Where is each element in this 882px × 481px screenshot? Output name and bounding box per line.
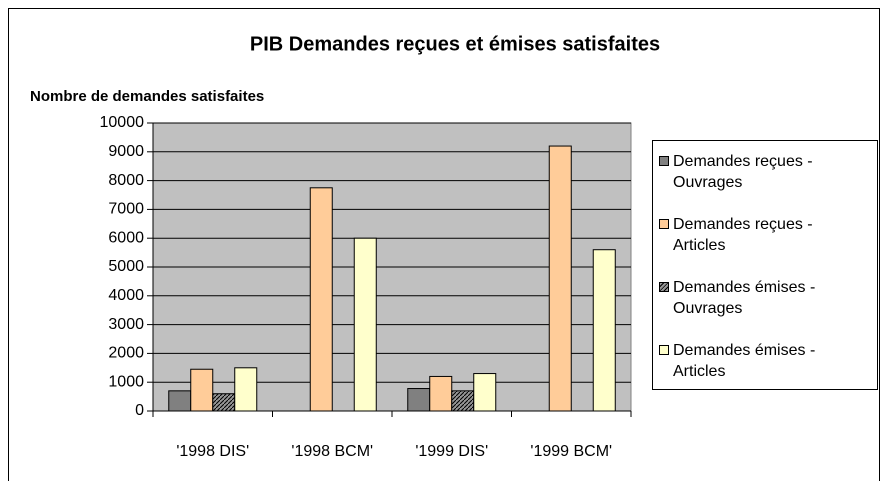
bar	[309, 187, 333, 412]
legend-entry: Demandes reçues - Ouvrages	[659, 151, 859, 193]
x-tick-label: '1999 BCM'	[530, 443, 612, 460]
y-tick-label: 1000	[108, 373, 144, 390]
legend-swatch	[659, 345, 669, 355]
x-tick-label: '1999 DIS'	[415, 443, 488, 460]
legend-label: Demandes reçues - Articles	[673, 216, 813, 254]
bar	[548, 145, 572, 412]
y-tick-label: 10000	[100, 114, 145, 131]
y-tick-label: 9000	[108, 143, 144, 160]
y-tick-label: 4000	[108, 287, 144, 304]
bar	[353, 237, 377, 412]
bar	[473, 373, 497, 412]
chart-title: PIB Demandes reçues et émises satisfaite…	[250, 33, 660, 55]
bar	[407, 388, 431, 412]
legend: Demandes reçues - Ouvrages Demandes reçue…	[652, 140, 878, 390]
y-tick-label: 6000	[108, 229, 144, 246]
legend-swatch	[659, 282, 669, 292]
bar	[234, 367, 258, 412]
bar	[592, 249, 616, 412]
bar	[168, 390, 192, 412]
legend-label: Demandes émises - Ouvrages	[673, 279, 816, 317]
legend-entry: Demandes émises - Ouvrages	[659, 277, 859, 319]
y-tick-label: 2000	[108, 345, 144, 362]
bar	[212, 393, 236, 412]
legend-label: Demandes reçues - Ouvrages	[673, 153, 813, 191]
legend-entry: Demandes reçues - Articles	[659, 214, 859, 256]
bar	[429, 375, 453, 412]
y-tick-label: 5000	[108, 258, 144, 275]
y-tick-label: 0	[135, 402, 144, 419]
legend-entry: Demandes émises - Articles	[659, 340, 859, 382]
legend-swatch	[659, 156, 669, 166]
x-tick-label: '1998 BCM'	[291, 443, 373, 460]
legend-label: Demandes émises - Articles	[673, 342, 816, 380]
x-tick-label: '1998 DIS'	[176, 443, 249, 460]
y-axis-label: Nombre de demandes satisfaites	[30, 88, 264, 105]
y-tick-label: 7000	[108, 201, 144, 218]
y-tick-label: 3000	[108, 316, 144, 333]
y-tick-label: 8000	[108, 172, 144, 189]
bar	[451, 390, 475, 412]
legend-swatch	[659, 219, 669, 229]
bar	[190, 368, 214, 412]
